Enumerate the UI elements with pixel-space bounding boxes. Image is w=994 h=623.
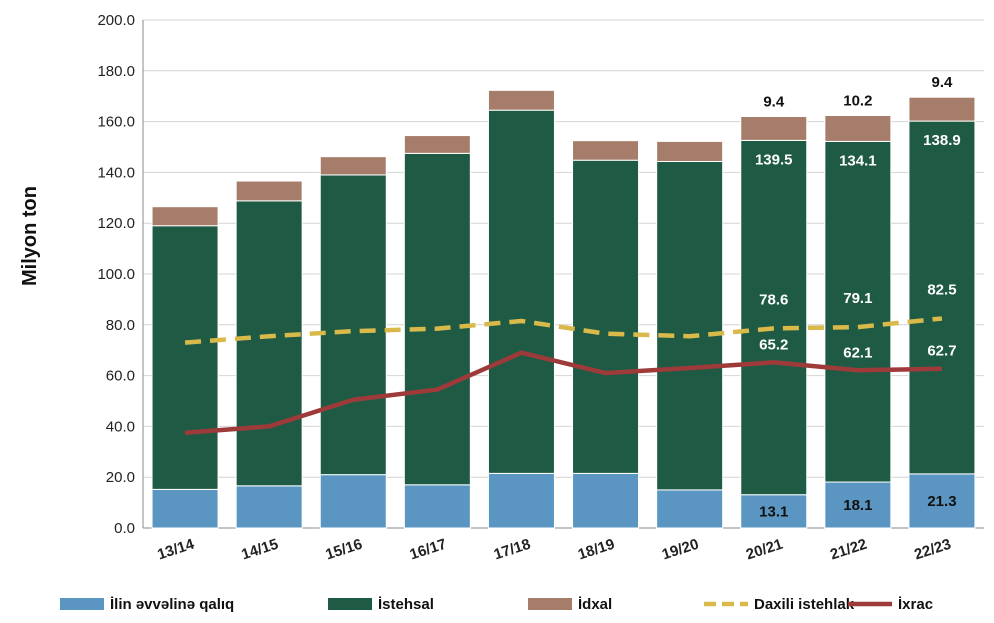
legend-label: İdxal [578, 596, 612, 613]
bar-segment-import [487, 89, 555, 111]
production-value-label: 139.5 [755, 151, 793, 168]
x-tick-label: 16/17 [408, 536, 449, 564]
legend-label: İlin əvvəlinə qalıq [110, 596, 234, 613]
bar-segment-production [319, 174, 387, 476]
x-tick-label: 21/22 [828, 536, 869, 564]
stock-value-label: 13.1 [759, 503, 788, 520]
bar-segment-production [403, 152, 471, 486]
bar-segment-import [908, 96, 976, 122]
import-value-label: 10.2 [843, 93, 872, 110]
x-axis-ticks: 13/14 14/15 15/16 16/17 17/18 18/19 19/20 20/21… [155, 535, 953, 563]
y-tick-label: 200.0 [97, 12, 135, 29]
bar-segment-production [656, 160, 724, 491]
bar-segment-import [656, 140, 724, 162]
y-tick-label: 180.0 [97, 63, 135, 80]
bar-segment-import [319, 156, 387, 176]
y-tick-label: 20.0 [106, 469, 135, 486]
bar-segment-import [235, 180, 303, 202]
y-axis-ticks: 0.0 20.0 40.0 60.0 80.0 100.0 120.0 140.0 160.0 1… [97, 12, 135, 537]
bar-segment-import [572, 140, 640, 161]
y-axis-label: Milyon ton [19, 186, 41, 286]
bar-segment-stock [151, 488, 219, 529]
bar-segment-import [824, 115, 892, 142]
y-tick-label: 60.0 [106, 368, 135, 385]
bar-segment-stock [403, 484, 471, 529]
bars [151, 89, 976, 529]
bar-segment-production [487, 109, 555, 474]
bar-segment-stock [235, 485, 303, 529]
x-tick-label: 19/20 [660, 536, 701, 564]
legend-swatch [528, 598, 572, 610]
data-labels: 13.1 139.5 9.4 78.6 65.2 18.1 134.1 10.2 79.1 62.… [755, 74, 961, 520]
export-value-label: 65.2 [759, 336, 788, 353]
y-tick-label: 80.0 [106, 317, 135, 334]
legend: İlin əvvəlinə qalıq İstehsal İdxal Daxili i… [60, 596, 933, 613]
bar-segment-import [403, 135, 471, 154]
bar-segment-stock [487, 472, 555, 529]
bar-segment-stock [572, 472, 640, 529]
x-tick-label: 22/23 [912, 536, 953, 564]
legend-label: Daxili istehlak [754, 596, 855, 613]
bar-segment-production [824, 140, 892, 483]
y-tick-label: 0.0 [114, 520, 135, 537]
x-tick-label: 18/19 [576, 536, 617, 564]
import-value-label: 9.4 [763, 94, 785, 111]
bar-segment-stock [908, 473, 976, 529]
bar-segment-production [740, 139, 808, 496]
consumption-value-label: 82.5 [927, 281, 956, 298]
bar-segment-import [740, 116, 808, 141]
bar-segment-import [151, 206, 219, 227]
bar-segment-stock [740, 494, 808, 529]
legend-swatch [328, 598, 372, 610]
y-tick-label: 120.0 [97, 215, 135, 232]
bar-segment-production [572, 159, 640, 474]
legend-swatch [60, 598, 104, 610]
x-tick-label: 13/14 [155, 535, 197, 563]
consumption-value-label: 79.1 [843, 290, 872, 307]
y-tick-label: 140.0 [97, 164, 135, 181]
legend-label: İstehsal [378, 596, 434, 613]
lines [184, 316, 943, 435]
consumption-value-label: 78.6 [759, 291, 788, 308]
production-value-label: 138.9 [923, 132, 961, 149]
bar-segment-production [908, 120, 976, 475]
bar-segment-production [235, 200, 303, 487]
bar-segment-production [151, 225, 219, 490]
y-tick-label: 160.0 [97, 114, 135, 131]
bar-segment-stock [824, 481, 892, 529]
x-tick-label: 20/21 [744, 536, 785, 564]
bar-segment-stock [319, 474, 387, 529]
legend-label: İxrac [898, 596, 933, 613]
export-line [184, 350, 942, 435]
x-tick-label: 17/18 [492, 536, 533, 564]
y-tick-label: 100.0 [97, 266, 135, 283]
x-tick-label: 15/16 [324, 536, 365, 564]
stock-value-label: 21.3 [927, 493, 956, 510]
production-value-label: 134.1 [839, 152, 877, 169]
stock-value-label: 18.1 [843, 497, 872, 514]
import-value-label: 9.4 [932, 74, 954, 91]
export-value-label: 62.1 [843, 344, 872, 361]
bar-segment-stock [656, 489, 724, 529]
x-tick-label: 14/15 [239, 536, 280, 564]
y-tick-label: 40.0 [106, 418, 135, 435]
consumption-line [184, 316, 943, 345]
export-value-label: 62.7 [927, 343, 956, 360]
